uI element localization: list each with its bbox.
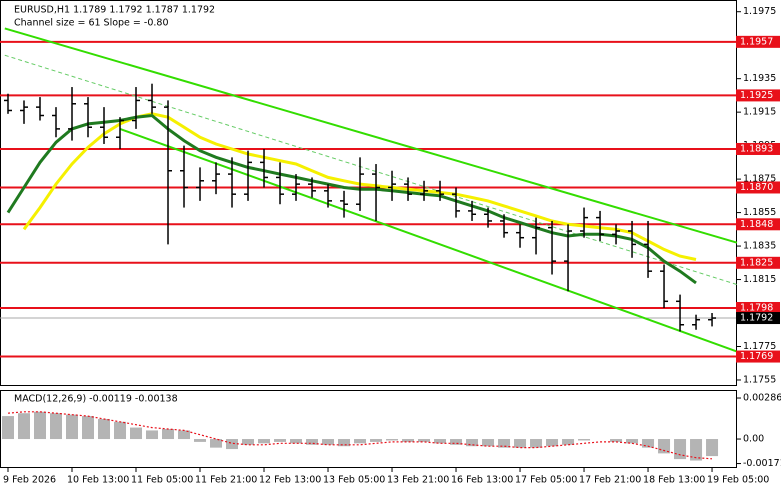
current-price-label: 1.1792 — [740, 313, 773, 324]
macd-bar — [610, 439, 623, 442]
macd-bar — [514, 439, 527, 448]
macd-bar — [402, 439, 415, 442]
macd-bar — [274, 439, 287, 442]
macd-tick-label: -0.00171 — [743, 458, 781, 469]
macd-bar — [242, 439, 255, 445]
macd-bar — [66, 414, 79, 440]
macd-bar — [578, 439, 591, 441]
macd-tick-label: 0.00 — [743, 434, 764, 445]
x-tick-label: 9 Feb 2026 — [3, 475, 56, 486]
macd-bar — [194, 439, 207, 442]
y-tick-label: 1.1915 — [743, 107, 776, 118]
macd-bar — [530, 439, 543, 448]
macd-bar — [338, 439, 351, 447]
x-tick-label: 17 Feb 05:00 — [515, 475, 577, 486]
macd-bar — [98, 418, 111, 440]
level-label: 1.1848 — [740, 219, 773, 230]
macd-bar — [354, 439, 367, 444]
macd-bar — [690, 439, 703, 461]
macd-bar — [626, 439, 639, 444]
x-tick-label: 19 Feb 05:00 — [707, 475, 769, 486]
level-label: 1.1870 — [740, 182, 773, 193]
x-tick-label: 13 Feb 21:00 — [387, 475, 449, 486]
macd-bar — [50, 413, 63, 440]
level-label: 1.1893 — [740, 143, 773, 154]
level-label: 1.1825 — [740, 257, 773, 268]
macd-bar — [34, 411, 47, 440]
macd-bar — [386, 439, 399, 441]
level-tag — [736, 142, 780, 155]
macd-bar — [130, 427, 143, 440]
y-tick-label: 1.1755 — [743, 374, 776, 385]
x-tick-label: 13 Feb 05:00 — [323, 475, 385, 486]
main-pane — [0, 0, 737, 386]
macd-bar — [258, 439, 271, 444]
channel-line — [4, 54, 738, 286]
x-tick-label: 16 Feb 13:00 — [451, 475, 513, 486]
macd-bar — [178, 430, 191, 440]
macd-bar — [546, 439, 559, 447]
current-price-tag — [736, 312, 780, 325]
x-tick-label: 11 Feb 05:00 — [131, 475, 193, 486]
macd-label: MACD(12,26,9) -0.00119 -0.00138 — [14, 394, 178, 405]
level-tag — [736, 256, 780, 269]
macd-bar — [82, 416, 95, 440]
channel-line — [4, 27, 738, 244]
level-label: 1.1957 — [740, 36, 773, 47]
macd-bar — [674, 439, 687, 460]
level-tag — [736, 181, 780, 194]
macd-bar — [418, 439, 431, 442]
channel-line — [119, 127, 738, 353]
x-tick-label: 11 Feb 21:00 — [195, 475, 257, 486]
level-tag — [736, 35, 780, 48]
macd-bar — [114, 421, 127, 440]
macd-bar — [306, 439, 319, 445]
chart-title: EURUSD,H1 1.1789 1.1792 1.1787 1.1792 — [14, 5, 215, 16]
macd-bar — [290, 439, 303, 444]
macd-bar — [642, 439, 655, 448]
level-label: 1.1925 — [740, 90, 773, 101]
macd-bar — [162, 428, 175, 440]
macd-bar — [482, 439, 495, 447]
macd-tick-label: 0.00286 — [743, 393, 781, 404]
x-tick-label: 17 Feb 21:00 — [579, 475, 641, 486]
x-tick-label: 18 Feb 13:00 — [643, 475, 705, 486]
macd-bar — [706, 439, 719, 457]
macd-bar — [370, 439, 383, 442]
macd-bar — [450, 439, 463, 445]
level-tag — [736, 89, 780, 102]
macd-bar — [498, 439, 511, 448]
y-tick-label: 1.1855 — [743, 207, 776, 218]
y-tick-label: 1.1935 — [743, 73, 776, 84]
chart-subtitle: Channel size = 61 Slope = -0.80 — [14, 18, 169, 29]
y-tick-label: 1.1775 — [743, 341, 776, 352]
x-tick-label: 10 Feb 13:00 — [67, 475, 129, 486]
y-tick-label: 1.1835 — [743, 241, 776, 252]
macd-bar — [434, 439, 447, 444]
x-tick-label: 12 Feb 13:00 — [259, 475, 321, 486]
level-label: 1.1798 — [740, 303, 773, 314]
macd-bar — [2, 416, 15, 440]
macd-bar — [18, 413, 31, 440]
macd-bar — [322, 439, 335, 445]
y-tick-label: 1.1875 — [743, 174, 776, 185]
macd-bar — [466, 439, 479, 447]
macd-bar — [146, 430, 159, 440]
level-label: 1.1769 — [740, 351, 773, 362]
level-tag — [736, 350, 780, 363]
level-tag — [736, 218, 780, 231]
macd-bar — [210, 439, 223, 448]
macd-bar — [226, 439, 239, 450]
macd-bar — [562, 439, 575, 445]
y-tick-label: 1.1975 — [743, 6, 776, 17]
level-tag — [736, 302, 780, 314]
y-tick-label: 1.1815 — [743, 274, 776, 285]
